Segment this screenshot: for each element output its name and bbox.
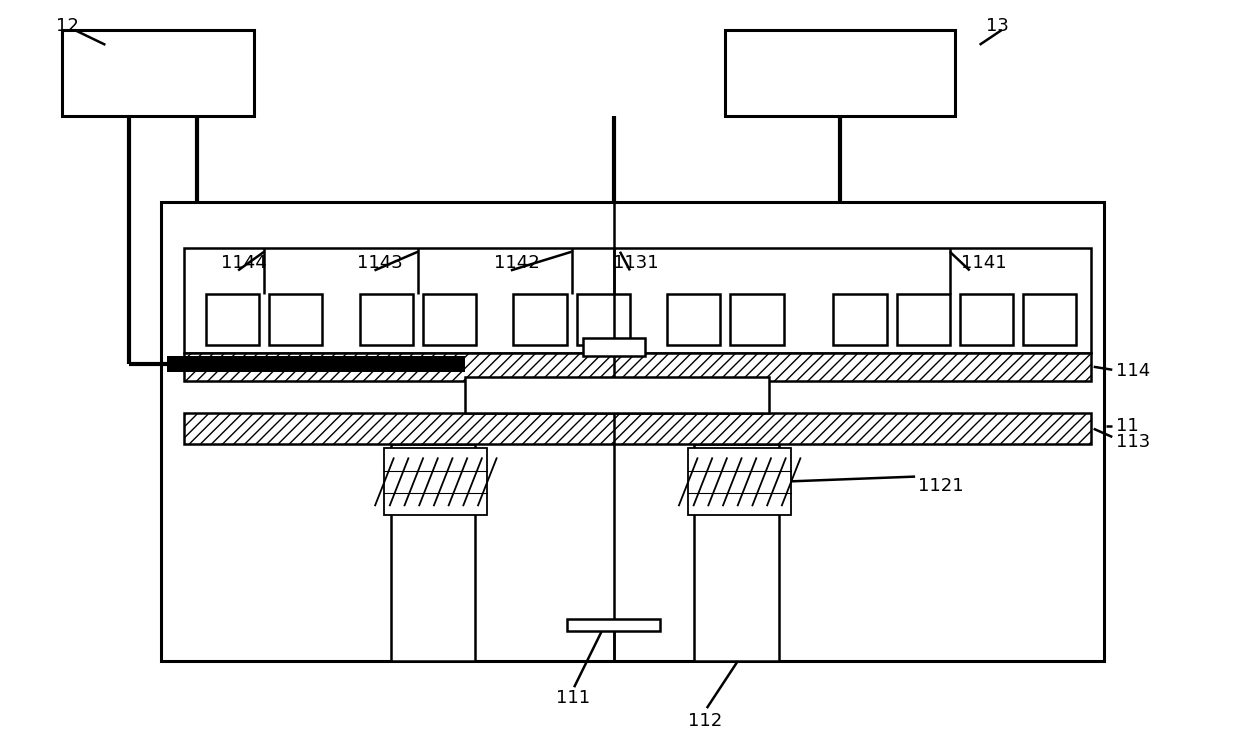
Text: 112: 112: [688, 712, 723, 730]
Bar: [384, 448, 487, 515]
Bar: [360, 294, 413, 345]
Text: 13: 13: [986, 17, 1008, 35]
Bar: [184, 413, 1091, 444]
Bar: [667, 294, 720, 345]
Bar: [730, 294, 784, 345]
Text: 11: 11: [1116, 417, 1138, 435]
Bar: [269, 294, 322, 345]
Bar: [577, 294, 630, 345]
Bar: [833, 294, 887, 345]
Bar: [62, 30, 254, 116]
Bar: [161, 202, 1104, 661]
Text: 113: 113: [1116, 433, 1151, 451]
Bar: [725, 30, 955, 116]
Bar: [583, 338, 645, 356]
Bar: [465, 377, 769, 413]
Bar: [167, 356, 465, 373]
Text: 12: 12: [56, 17, 78, 35]
Text: 1143: 1143: [357, 254, 403, 272]
Text: 1131: 1131: [613, 254, 658, 272]
Text: 1121: 1121: [918, 477, 963, 495]
Text: 111: 111: [556, 689, 590, 707]
Bar: [206, 294, 259, 345]
Bar: [688, 448, 791, 515]
Text: 1141: 1141: [961, 254, 1007, 272]
Bar: [1023, 294, 1076, 345]
Text: 114: 114: [1116, 362, 1151, 380]
Bar: [391, 444, 475, 661]
Text: 1142: 1142: [494, 254, 539, 272]
Text: 1144: 1144: [221, 254, 267, 272]
Bar: [184, 248, 1091, 353]
Bar: [184, 353, 1091, 381]
Bar: [423, 294, 476, 345]
Bar: [513, 294, 567, 345]
Bar: [960, 294, 1013, 345]
Bar: [897, 294, 950, 345]
Bar: [568, 619, 660, 631]
Bar: [694, 444, 779, 661]
